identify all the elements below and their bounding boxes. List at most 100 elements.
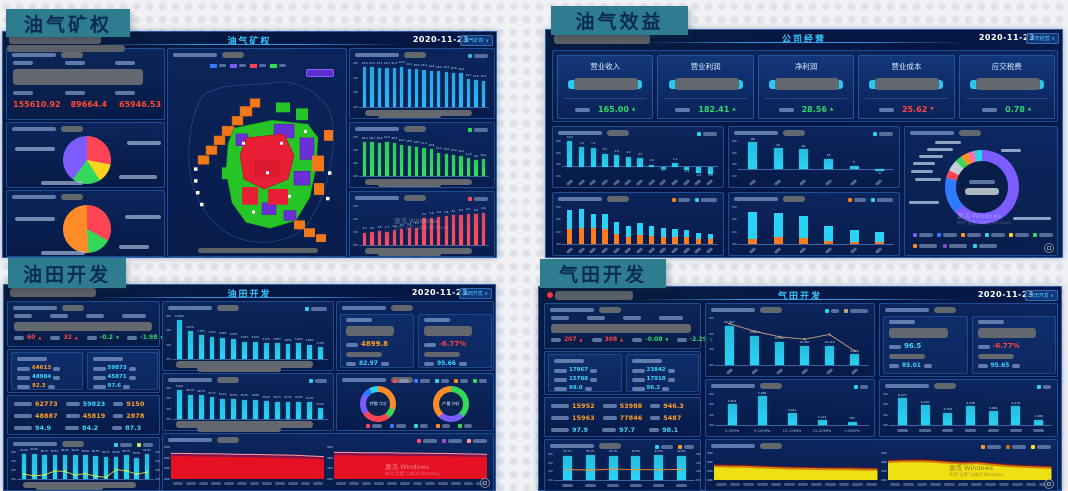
- x-label-blob: [706, 179, 714, 186]
- plot-area: 20.9 20.7 20.4 21.0 20.5 19.2 18.6 18.0 17.4 16.6…: [353, 136, 489, 177]
- label-blob: [113, 402, 124, 407]
- bar-value-label: 6,077: [898, 392, 907, 397]
- y-tick-blob: [883, 413, 888, 416]
- stat-box: 64613 48984 92.3: [11, 352, 83, 390]
- bar: [242, 341, 247, 359]
- bar-segment: [773, 213, 783, 237]
- redaction-blob: [365, 179, 473, 185]
- square-glyph-icon: [483, 481, 487, 485]
- stat-row: 182.41 ▲: [658, 106, 752, 114]
- legend-swatch: [366, 424, 370, 428]
- bar-value-label: 10,116: [824, 340, 835, 345]
- x-label-blob: [824, 247, 832, 254]
- bar-segment: [672, 237, 678, 244]
- bar: [252, 341, 258, 359]
- chevron-down-icon: ∨: [1051, 36, 1055, 42]
- legend-swatch: [1009, 233, 1013, 237]
- bar-value-label: 28: [801, 143, 806, 148]
- label-blob: [14, 414, 32, 419]
- bar: [144, 454, 150, 479]
- label-blob: [650, 416, 661, 421]
- bar: [459, 73, 463, 107]
- floating-circle-button[interactable]: [480, 478, 490, 488]
- label-blob: [112, 426, 123, 431]
- y-tick-blob: [556, 218, 561, 221]
- stat-value: 92.3: [32, 383, 46, 389]
- bar-value-label: 4,430: [920, 399, 930, 404]
- stat-value: 营业收入: [590, 62, 621, 71]
- y-tick-blob: [353, 244, 358, 246]
- x-label-blob: [850, 368, 858, 375]
- redaction-blob: [61, 126, 83, 132]
- legend-label-blob: [1015, 233, 1029, 237]
- redaction-blob: [378, 114, 441, 118]
- plot-area: 92.3% 92.9% 88.7% 87.5% 89.0% 90.4% 88.9% 86.3%…: [11, 448, 160, 480]
- legend-label-blob: [919, 244, 937, 248]
- legend-swatch: [937, 233, 941, 237]
- stat-value: 0.78: [1005, 105, 1025, 114]
- legend-label-blob: [919, 233, 933, 237]
- bar: [422, 69, 426, 107]
- stat-row: 25.62 ▼: [859, 106, 953, 114]
- bar: [825, 345, 834, 365]
- stat-row: [13, 69, 143, 85]
- bar: [274, 401, 280, 419]
- legend-label-blob: [991, 233, 1005, 237]
- x-tick-blob: [1012, 483, 1023, 486]
- bar-value-label: 20.6: [413, 63, 420, 67]
- legend-swatch: [436, 424, 440, 428]
- bar-value-label: 93.9%: [631, 450, 641, 454]
- bar: [52, 455, 58, 479]
- stat-value: 85.01: [902, 362, 921, 369]
- bar: [459, 214, 463, 245]
- date-range-dropdown[interactable]: 气田开发 ∨: [1024, 290, 1058, 301]
- chart-graphic: [887, 459, 1052, 480]
- y-tick-blob: [709, 317, 714, 319]
- legend-label-blob: [423, 439, 437, 443]
- bar: [318, 347, 323, 359]
- bar: [429, 149, 434, 176]
- plot-area: 10.0 7.6 7.4 5.0 4.6 4.0 3.3 0.9 -0.7 1.4 -1.1 -2.4…: [556, 136, 718, 186]
- bar-value-label: 20.9: [361, 136, 368, 140]
- stat-row: [14, 314, 146, 318]
- floating-circle-button[interactable]: [1044, 479, 1054, 489]
- redaction-blob: [674, 78, 739, 90]
- label-blob: [554, 377, 567, 382]
- bar: [707, 166, 713, 174]
- label-blob: [1012, 364, 1021, 368]
- legend-swatch: [873, 132, 877, 136]
- date-range-dropdown[interactable]: 油气矿权 ∨: [459, 35, 493, 46]
- divider: [965, 98, 1048, 99]
- x-tick-blob: [348, 482, 359, 485]
- stat-value: 98.0: [569, 385, 583, 391]
- bar-value-label: 88.7%: [40, 449, 49, 453]
- redaction-blob: [23, 482, 137, 488]
- date-range-dropdown[interactable]: 油田开发 ∨: [458, 288, 492, 299]
- x-tick-blob: [387, 482, 397, 485]
- legend-swatch: [137, 443, 141, 447]
- map-legend-swatch: [270, 64, 277, 68]
- floating-circle-button[interactable]: [1044, 243, 1054, 253]
- production-bars-panel: 2.5 2.6 2.8 2.7 3.0 3.2 3.4 3.5 5.5 5.6 5.8 5.9 6.1 6…: [349, 191, 495, 257]
- bar: [459, 155, 463, 176]
- stat-value: 946.3: [663, 402, 684, 410]
- stat-value: 4899.8: [361, 340, 389, 348]
- stat-row: 60▲32▲-0.2▼-1.98▼: [14, 335, 163, 341]
- bar: [407, 68, 411, 107]
- square-glyph-icon: [1047, 482, 1051, 486]
- date-range-dropdown[interactable]: 公司经营 ∨: [1025, 33, 1059, 44]
- bar: [920, 405, 930, 425]
- bar: [285, 344, 291, 359]
- x-label-blob: [942, 429, 954, 432]
- x-label-blob: [799, 179, 807, 186]
- stat-row: 48984: [17, 374, 61, 381]
- y-tick-blob: [707, 479, 713, 481]
- bar: [725, 325, 734, 365]
- x-tick-blob: [450, 482, 461, 485]
- single-gas-well-boxes: 96.5 85.01 -6.77% 95.65: [879, 303, 1058, 377]
- dashboard-oil-gas-mining: 油气矿权 2020-11-23 油气矿权 ∨ 155610.92 89664.4 6…: [2, 31, 497, 258]
- y-tick-blob: [732, 175, 737, 177]
- label-blob: [602, 416, 617, 421]
- legend-swatch: [414, 379, 418, 383]
- stat-row: 92.3: [17, 383, 55, 390]
